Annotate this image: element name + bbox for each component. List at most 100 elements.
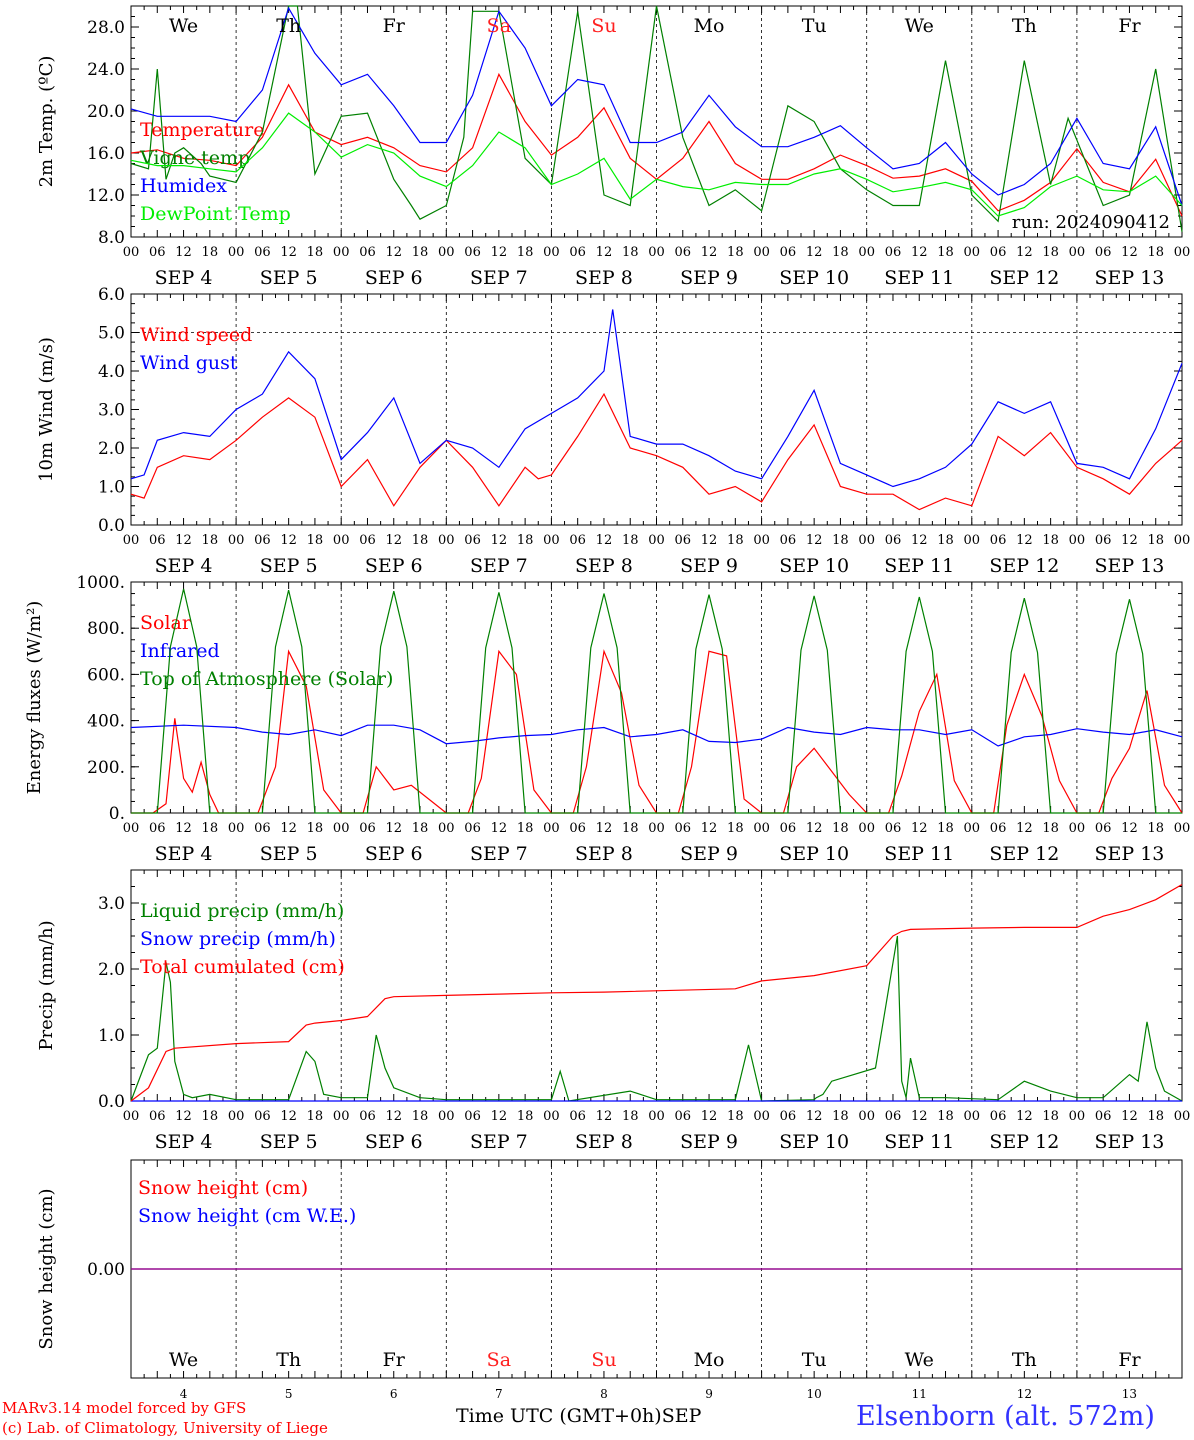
hour-tick-label: 18 — [1147, 245, 1164, 260]
hour-tick-label: 06 — [675, 821, 692, 836]
day-number-label: 5 — [285, 1387, 293, 1401]
weekday-label-bottom: Fr — [383, 1349, 406, 1371]
date-label: SEP 6 — [365, 843, 423, 865]
series-infrared-line — [130, 724, 1183, 747]
hour-tick-label: 12 — [806, 245, 823, 260]
y-tick-label: 1.0 — [98, 1026, 125, 1046]
hour-tick-label: 06 — [569, 533, 586, 548]
legend-entry: Wind gust — [140, 352, 238, 374]
hour-tick-label: 12 — [911, 821, 928, 836]
weekday-label: Fr — [383, 15, 406, 37]
date-label: SEP 11 — [884, 1131, 954, 1153]
hour-tick-label: 06 — [885, 821, 902, 836]
date-label: SEP 8 — [575, 1131, 633, 1153]
hour-tick-label: 18 — [202, 245, 219, 260]
date-label: SEP 7 — [470, 555, 528, 577]
y-tick-label: 800. — [87, 619, 125, 639]
hour-tick-label: 06 — [675, 245, 692, 260]
legend-entry: Snow height (cm) — [138, 1177, 308, 1199]
hour-tick-label: 06 — [569, 821, 586, 836]
series-vigne-temp-line — [130, 5, 1183, 232]
weekday-label-bottom: Su — [591, 1349, 616, 1371]
hour-tick-label: 12 — [1121, 1109, 1138, 1124]
hour-tick-label: 12 — [596, 821, 613, 836]
y-tick-label: 16.0 — [87, 144, 125, 164]
y-tick-label: 4.0 — [98, 362, 125, 382]
y-tick-label: 5.0 — [98, 324, 125, 344]
hour-tick-label: 06 — [464, 821, 481, 836]
hour-tick-label: 12 — [596, 533, 613, 548]
hour-tick-label: 06 — [359, 821, 376, 836]
hour-tick-label: 00 — [964, 533, 981, 548]
hour-tick-label: 06 — [675, 1109, 692, 1124]
hour-tick-label: 06 — [464, 533, 481, 548]
hour-tick-label: 06 — [780, 1109, 797, 1124]
series-liquid-precip-mm-h--line — [130, 935, 1183, 1102]
date-label: SEP 6 — [365, 1131, 423, 1153]
hour-tick-label: 00 — [964, 1109, 981, 1124]
hour-tick-label: 06 — [359, 245, 376, 260]
hour-tick-label: 00 — [1069, 1109, 1086, 1124]
hour-tick-label: 00 — [228, 1109, 245, 1124]
date-label: SEP 6 — [365, 555, 423, 577]
hour-tick-label: 12 — [175, 533, 192, 548]
legend-entry: Wind speed — [140, 324, 252, 346]
hour-tick-label: 12 — [1016, 821, 1033, 836]
hour-tick-label: 06 — [149, 1109, 166, 1124]
series-total-cumulated-cm--line — [130, 883, 1183, 1102]
hour-tick-label: 12 — [1121, 821, 1138, 836]
hour-tick-label: 12 — [280, 245, 297, 260]
hour-tick-label: 06 — [254, 1109, 271, 1124]
date-label: SEP 8 — [575, 843, 633, 865]
date-label: SEP 4 — [155, 843, 213, 865]
hour-tick-label: 00 — [438, 245, 455, 260]
hour-tick-label: 06 — [990, 821, 1007, 836]
hour-tick-label: 00 — [1069, 245, 1086, 260]
station-name: Elsenborn (alt. 572m) — [856, 1401, 1155, 1432]
hour-tick-label: 12 — [175, 245, 192, 260]
hour-tick-label: 12 — [1016, 533, 1033, 548]
date-label: SEP 5 — [260, 267, 318, 289]
hour-tick-label: 18 — [307, 245, 324, 260]
weekday-label: Fr — [1118, 15, 1141, 37]
x-axis-month: SEP — [661, 1405, 702, 1427]
hour-tick-label: 18 — [1042, 1109, 1059, 1124]
y-axis-title: 10m Wind (m/s) — [36, 337, 57, 482]
weekday-label-bottom: We — [169, 1349, 198, 1371]
hour-tick-label: 18 — [937, 533, 954, 548]
date-label: SEP 12 — [989, 1131, 1059, 1153]
hour-tick-label: 12 — [491, 533, 508, 548]
hour-tick-label: 00 — [543, 245, 560, 260]
hour-tick-label: 00 — [228, 821, 245, 836]
date-label: SEP 5 — [260, 1131, 318, 1153]
hour-tick-label: 18 — [727, 821, 744, 836]
date-label: SEP 10 — [779, 843, 849, 865]
date-label: SEP 13 — [1095, 555, 1165, 577]
hour-tick-label: 00 — [753, 821, 770, 836]
hour-tick-label: 18 — [517, 245, 534, 260]
hour-tick-label: 12 — [701, 533, 718, 548]
y-tick-label: 0.0 — [98, 1092, 125, 1112]
y-tick-label: 3.0 — [98, 894, 125, 914]
hour-tick-label: 06 — [569, 1109, 586, 1124]
weekday-label: We — [169, 15, 198, 37]
series-wind-gust-line — [130, 309, 1183, 488]
hour-tick-label: 06 — [885, 533, 902, 548]
hour-tick-label: 00 — [333, 1109, 350, 1124]
day-number-label: 9 — [705, 1387, 713, 1401]
hour-tick-label: 00 — [858, 533, 875, 548]
hour-tick-label: 00 — [438, 821, 455, 836]
y-tick-label: 0. — [109, 804, 125, 824]
legend-entry: Liquid precip (mm/h) — [140, 900, 344, 922]
date-label: SEP 11 — [884, 267, 954, 289]
hour-tick-label: 00 — [1069, 821, 1086, 836]
hour-tick-label: 18 — [832, 1109, 849, 1124]
hour-tick-label: 00 — [1174, 1109, 1191, 1124]
weekday-label: Th — [1012, 15, 1037, 37]
y-tick-label: 1000. — [76, 573, 125, 593]
hour-tick-label: 06 — [464, 245, 481, 260]
hour-tick-label: 12 — [385, 245, 402, 260]
date-label: SEP 4 — [155, 1131, 213, 1153]
date-label: SEP 9 — [680, 843, 738, 865]
